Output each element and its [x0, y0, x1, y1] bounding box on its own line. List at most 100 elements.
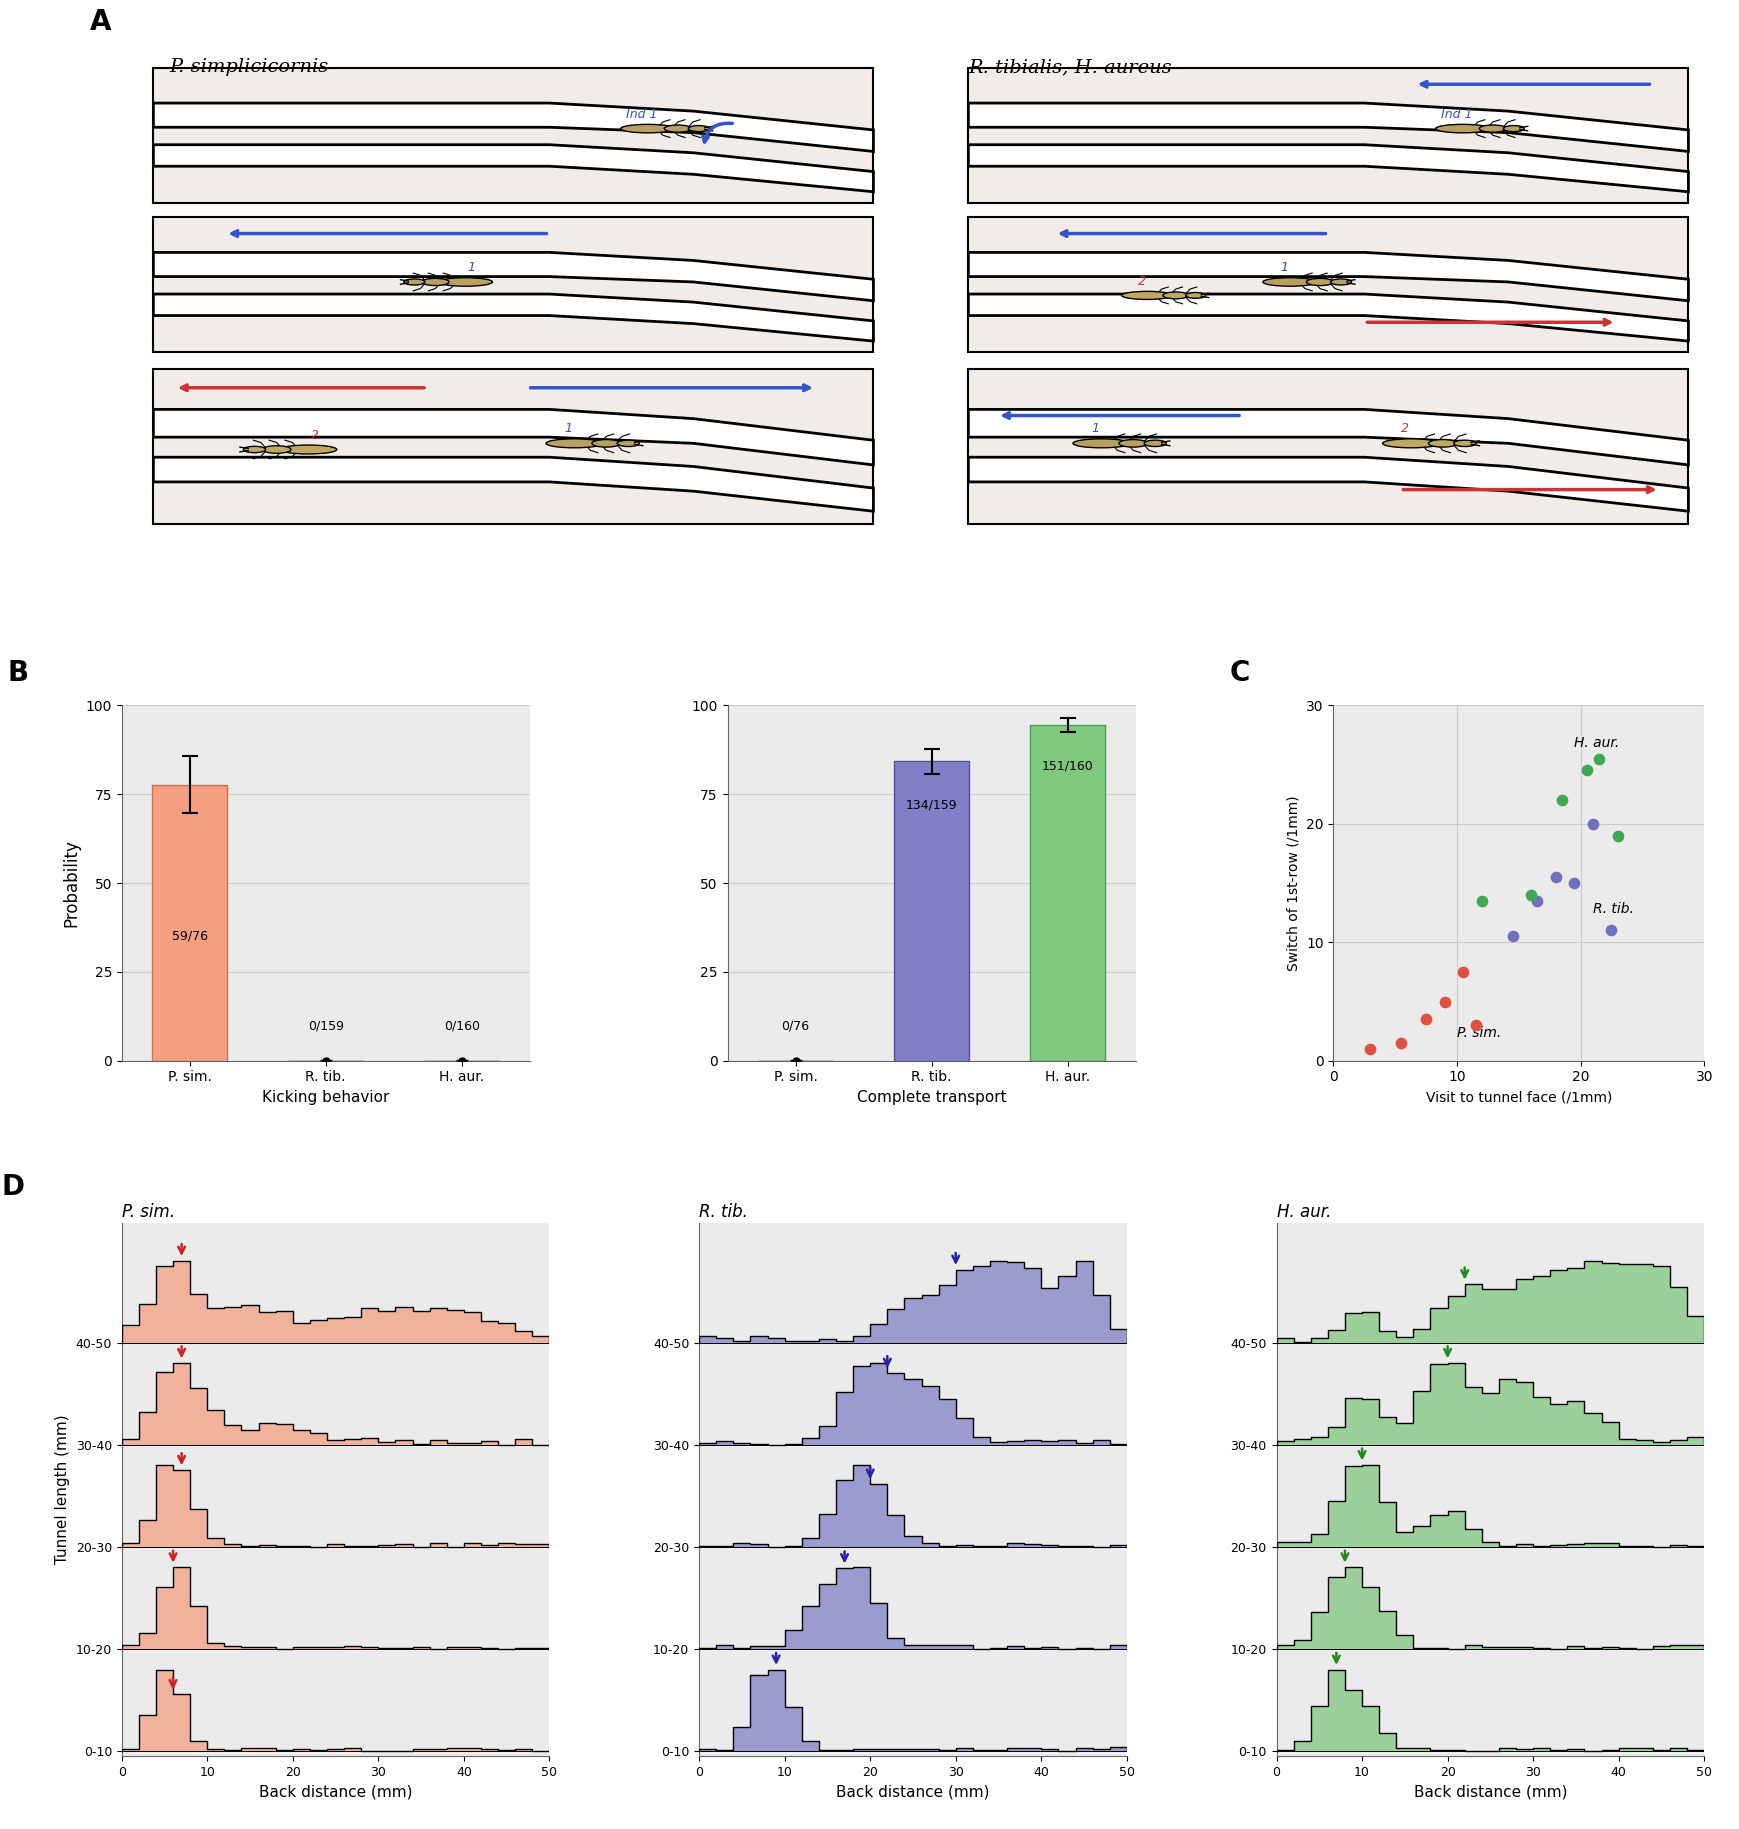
Bar: [1414, 1328, 1431, 1342]
Text: 1: 1: [1280, 262, 1289, 274]
Bar: [922, 1386, 939, 1445]
Bar: [1669, 1644, 1687, 1650]
Bar: [1669, 1749, 1687, 1752]
Bar: [153, 369, 873, 523]
Bar: [395, 1439, 412, 1445]
Ellipse shape: [1263, 278, 1316, 285]
Bar: [1482, 1394, 1499, 1445]
Bar: [1109, 1747, 1127, 1752]
Ellipse shape: [280, 444, 337, 454]
Bar: [939, 1644, 956, 1650]
Ellipse shape: [1186, 293, 1205, 298]
Bar: [870, 1324, 887, 1342]
Ellipse shape: [1480, 124, 1506, 132]
Bar: [327, 1646, 344, 1650]
Bar: [497, 1544, 515, 1547]
Bar: [1534, 1397, 1549, 1445]
Bar: [277, 1425, 292, 1445]
Bar: [1549, 1403, 1567, 1445]
Bar: [327, 1439, 344, 1445]
Bar: [447, 1443, 464, 1445]
Bar: [344, 1439, 362, 1445]
Bar: [1075, 1260, 1092, 1342]
Bar: [1276, 1337, 1294, 1342]
Text: P. sim.: P. sim.: [122, 1203, 174, 1222]
Bar: [904, 1297, 922, 1342]
X-axis label: Back distance (mm): Back distance (mm): [259, 1783, 412, 1800]
Bar: [1311, 1535, 1329, 1547]
Bar: [482, 1749, 497, 1752]
Point: [1542, 863, 1570, 893]
Ellipse shape: [423, 278, 449, 285]
Bar: [259, 1311, 277, 1342]
Bar: [122, 1749, 139, 1752]
Ellipse shape: [1330, 280, 1351, 285]
Bar: [1414, 1392, 1431, 1445]
Bar: [1362, 1706, 1379, 1752]
Y-axis label: Switch of 1st-row (/1mm): Switch of 1st-row (/1mm): [1287, 796, 1301, 971]
X-axis label: Complete transport: Complete transport: [857, 1090, 1007, 1105]
Bar: [1092, 1749, 1109, 1752]
Ellipse shape: [403, 280, 424, 285]
Bar: [174, 1694, 190, 1752]
Text: B: B: [7, 660, 28, 688]
Bar: [751, 1646, 767, 1650]
Point: [1356, 1033, 1384, 1063]
X-axis label: Back distance (mm): Back distance (mm): [1414, 1783, 1567, 1800]
Bar: [1431, 1514, 1447, 1547]
Bar: [1516, 1383, 1534, 1445]
Ellipse shape: [621, 124, 675, 134]
Bar: [1042, 1441, 1059, 1445]
Text: H. aur.: H. aur.: [1574, 735, 1619, 750]
Bar: [870, 1483, 887, 1547]
Bar: [139, 1412, 157, 1445]
Bar: [922, 1542, 939, 1547]
Bar: [1344, 1467, 1362, 1547]
Polygon shape: [153, 144, 873, 192]
Bar: [259, 1423, 277, 1445]
Bar: [464, 1313, 482, 1342]
Bar: [224, 1308, 242, 1342]
Bar: [122, 1439, 139, 1445]
Bar: [734, 1443, 751, 1445]
Bar: [174, 1363, 190, 1445]
Bar: [153, 785, 228, 1061]
Bar: [344, 1646, 362, 1650]
Bar: [956, 1749, 972, 1752]
Text: P. sim.: P. sim.: [1457, 1026, 1501, 1041]
Bar: [1464, 1529, 1482, 1547]
Point: [1468, 885, 1496, 914]
Text: 59/76: 59/76: [172, 929, 207, 942]
Bar: [1549, 1269, 1567, 1342]
Point: [1548, 785, 1576, 814]
Bar: [482, 1546, 497, 1547]
Bar: [1396, 1423, 1414, 1445]
Bar: [894, 761, 969, 1061]
Text: Ind 1: Ind 1: [1442, 108, 1473, 121]
Bar: [242, 1430, 259, 1445]
Point: [1598, 916, 1626, 946]
Bar: [122, 1646, 139, 1650]
Ellipse shape: [1306, 278, 1334, 285]
Bar: [259, 1749, 277, 1752]
Bar: [1075, 1749, 1092, 1752]
Bar: [327, 1750, 344, 1752]
Bar: [242, 1749, 259, 1752]
Text: R. tib.: R. tib.: [1593, 902, 1635, 916]
Text: 134/159: 134/159: [906, 797, 958, 812]
Bar: [1516, 1544, 1534, 1547]
Bar: [1379, 1732, 1396, 1752]
Bar: [1329, 1577, 1344, 1650]
Text: 0/76: 0/76: [781, 1019, 810, 1032]
Bar: [1669, 1288, 1687, 1342]
Bar: [870, 1363, 887, 1445]
Bar: [430, 1749, 447, 1752]
Bar: [922, 1749, 939, 1752]
Bar: [379, 1443, 395, 1445]
Bar: [1602, 1423, 1619, 1445]
Bar: [1464, 1284, 1482, 1342]
Text: Ind 1: Ind 1: [626, 108, 657, 121]
Bar: [224, 1425, 242, 1445]
Bar: [1414, 1749, 1431, 1752]
Bar: [1007, 1441, 1024, 1445]
